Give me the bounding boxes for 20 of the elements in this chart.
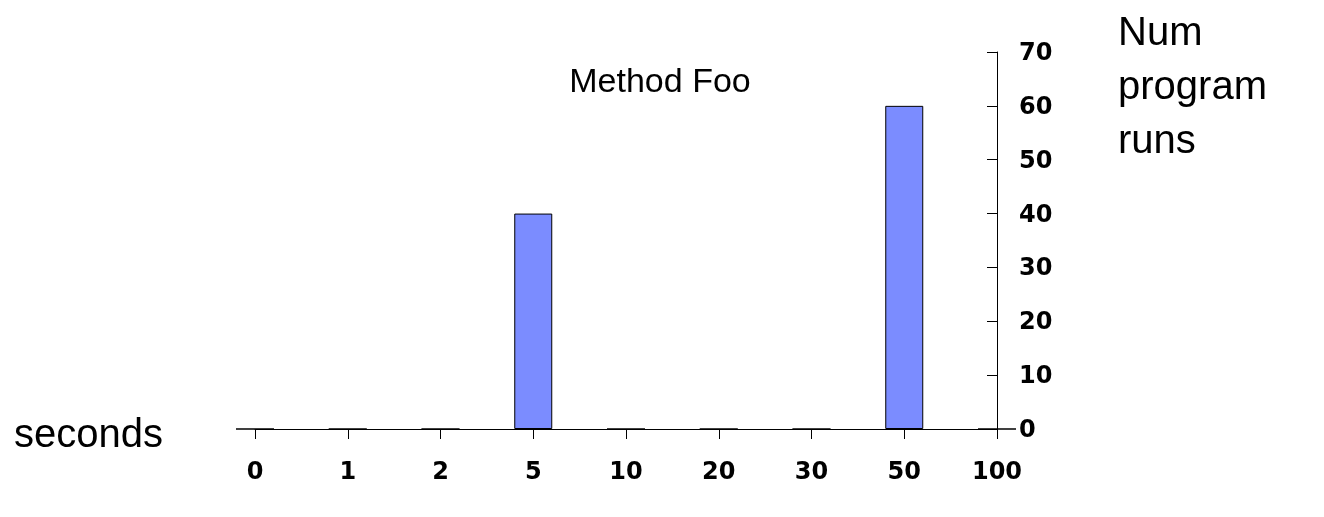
y-tick-label: 30 <box>1019 253 1053 282</box>
x-tick-label: 50 <box>887 457 921 485</box>
y-tick-label: 60 <box>1019 91 1053 120</box>
chart-title: Method Foo <box>569 61 751 99</box>
y-tick-label: 70 <box>1019 38 1053 66</box>
y-axis-title: Num program runs <box>1118 9 1267 161</box>
x-tick-label: 100 <box>971 457 1023 485</box>
y-tick-label: 0 <box>1019 415 1036 443</box>
x-tick-label: 20 <box>702 457 736 485</box>
x-tick-label: 1 <box>339 457 357 485</box>
x-tick-label: 2 <box>432 457 449 485</box>
x-axis-title: seconds <box>14 411 163 455</box>
y-tick-label: 20 <box>1019 307 1053 336</box>
y-tick-label: 50 <box>1019 145 1053 174</box>
y-tick-label: 40 <box>1019 199 1053 228</box>
x-tick-label: 5 <box>524 457 542 485</box>
x-tick-label: 30 <box>794 457 829 485</box>
x-tick-label: 0 <box>246 457 264 485</box>
x-tick-label: 10 <box>609 457 643 485</box>
y-tick-label: 10 <box>1019 361 1053 390</box>
